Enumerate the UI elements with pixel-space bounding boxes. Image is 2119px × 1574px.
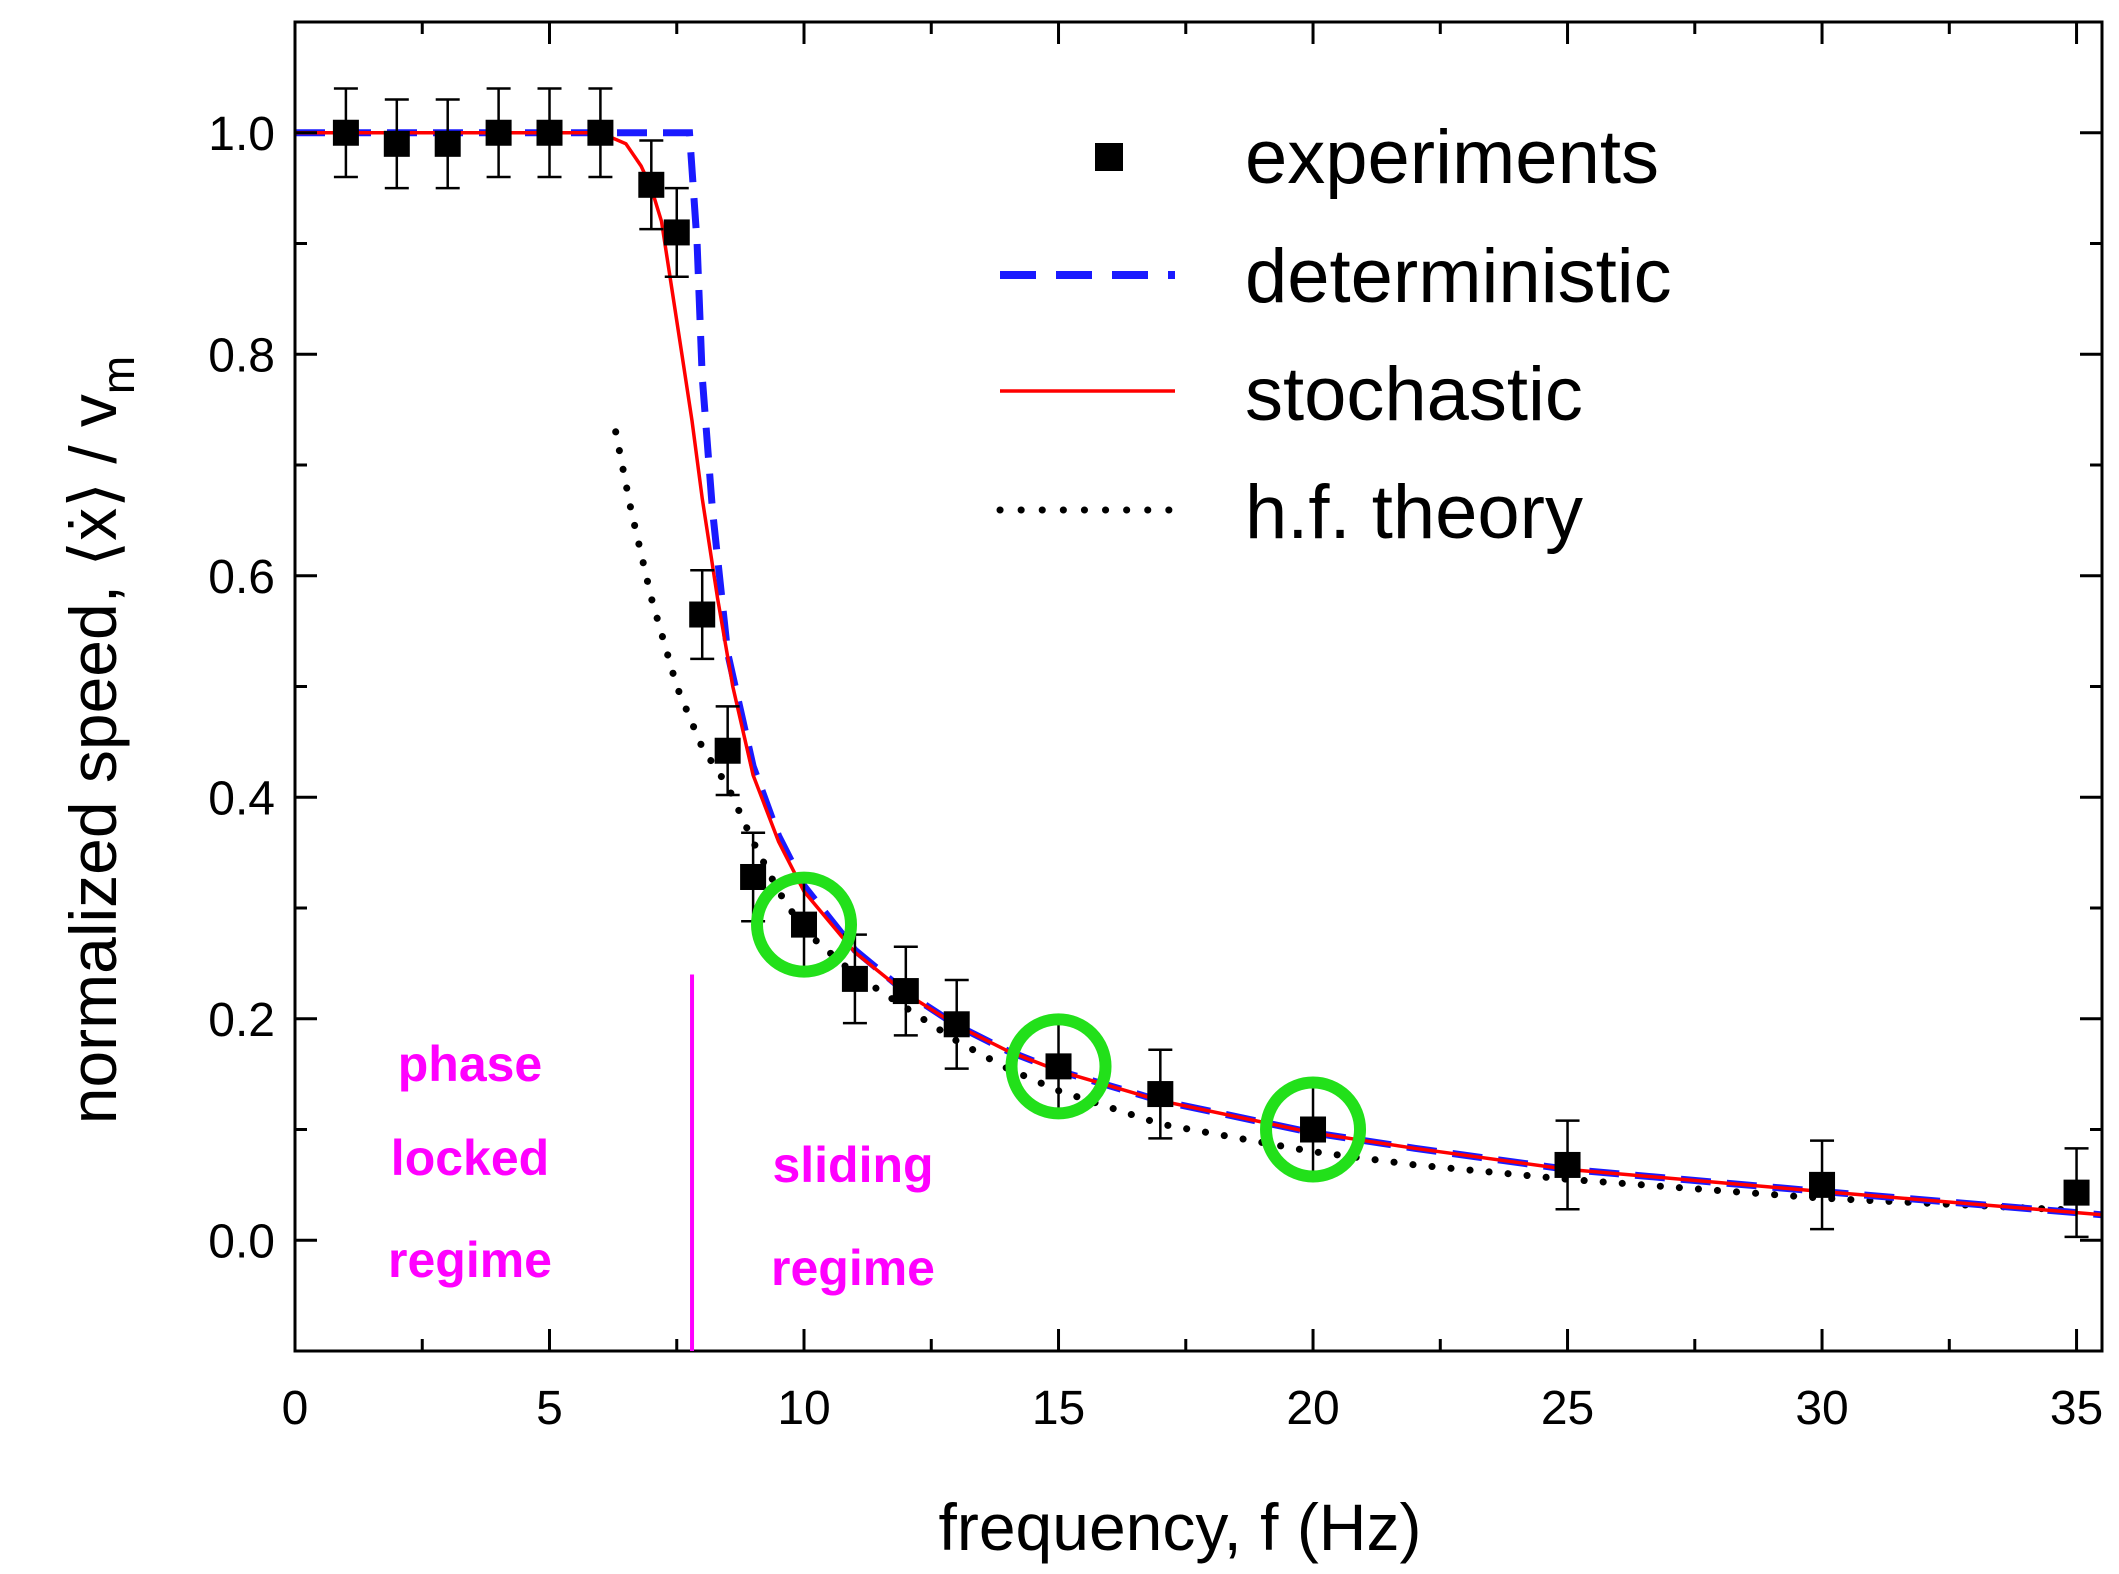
data-point: [892, 978, 919, 1005]
series-stochastic-line: [295, 131, 2103, 1217]
highlight-circle: [751, 871, 858, 978]
data-point: [1045, 1053, 1072, 1080]
legend-stochastic-label: stochastic: [1245, 352, 1583, 437]
y-axis-title-main: normalized speed, ⟨ẋ⟩ / v: [56, 394, 130, 1124]
x-axis-title: frequency, f (Hz): [939, 1490, 1422, 1564]
legend: experiments deterministic stochastic h.f…: [996, 115, 1672, 555]
data-point: [791, 911, 818, 938]
series-deterministic-line: [295, 129, 2103, 1219]
data-point: [1147, 1081, 1174, 1108]
data-point: [587, 119, 614, 146]
x-tick-label: 10: [777, 1382, 830, 1435]
y-tick-label: 0.8: [208, 329, 275, 382]
highlight-circle: [1005, 1013, 1112, 1120]
data-point: [485, 119, 512, 146]
data-point: [536, 119, 563, 146]
data-point: [332, 119, 359, 146]
sliding-label: sliding: [772, 1137, 933, 1193]
x-tick-label: 30: [1795, 1382, 1848, 1435]
x-tick-label: 20: [1286, 1382, 1339, 1435]
legend-experiments-label: experiments: [1245, 115, 1659, 200]
x-tick-label: 15: [1032, 1382, 1085, 1435]
data-point: [841, 965, 868, 992]
y-axis-title-subscript: m: [92, 356, 144, 394]
data-point: [714, 737, 741, 764]
phase-label: phase: [398, 1036, 543, 1092]
highlight-layer: [751, 871, 1367, 1183]
data-point: [1300, 1116, 1327, 1143]
data-point: [663, 219, 690, 246]
y-tick-label: 0.6: [208, 551, 275, 604]
x-tick-label: 5: [536, 1382, 563, 1435]
y-tick-label: 1.0: [208, 108, 275, 161]
y-axis-title-group: normalized speed, ⟨ẋ⟩ / vm: [56, 356, 144, 1125]
data-point: [383, 130, 410, 157]
x-tick-label: 25: [1541, 1382, 1594, 1435]
data-point: [638, 171, 665, 198]
legend-hf-theory-label: h.f. theory: [1245, 470, 1583, 555]
locked-label: locked: [391, 1130, 549, 1186]
y-tick-label: 0.4: [208, 772, 275, 825]
data-point: [689, 601, 716, 628]
plot-frame: [293, 20, 2104, 1353]
right-regime-label: regime: [771, 1240, 935, 1296]
left-regime-label: regime: [388, 1232, 552, 1288]
data-point: [1809, 1171, 1836, 1198]
y-tick-label: 0.2: [208, 994, 275, 1047]
marker-layer: [332, 87, 2090, 1239]
data-point: [1554, 1151, 1581, 1178]
data-point: [943, 1011, 970, 1038]
y-tick-label: 0.0: [208, 1215, 275, 1268]
series-layer: [295, 129, 2103, 1219]
x-tick-label: 0: [282, 1382, 309, 1435]
legend-deterministic-label: deterministic: [1245, 234, 1672, 319]
x-tick-label: 35: [2050, 1382, 2103, 1435]
legend-experiments-marker: [1095, 143, 1123, 171]
highlight-circle: [1260, 1076, 1367, 1183]
tick-layer: 0 5 10 15 20 25 30 35 0.0 0.2 0.4 0.6 0.8 1.0: [208, 20, 2103, 1435]
data-point: [740, 863, 767, 890]
data-point: [434, 130, 461, 157]
y-axis-title: normalized speed, ⟨ẋ⟩ / vm: [56, 356, 144, 1125]
data-point: [2063, 1179, 2090, 1206]
